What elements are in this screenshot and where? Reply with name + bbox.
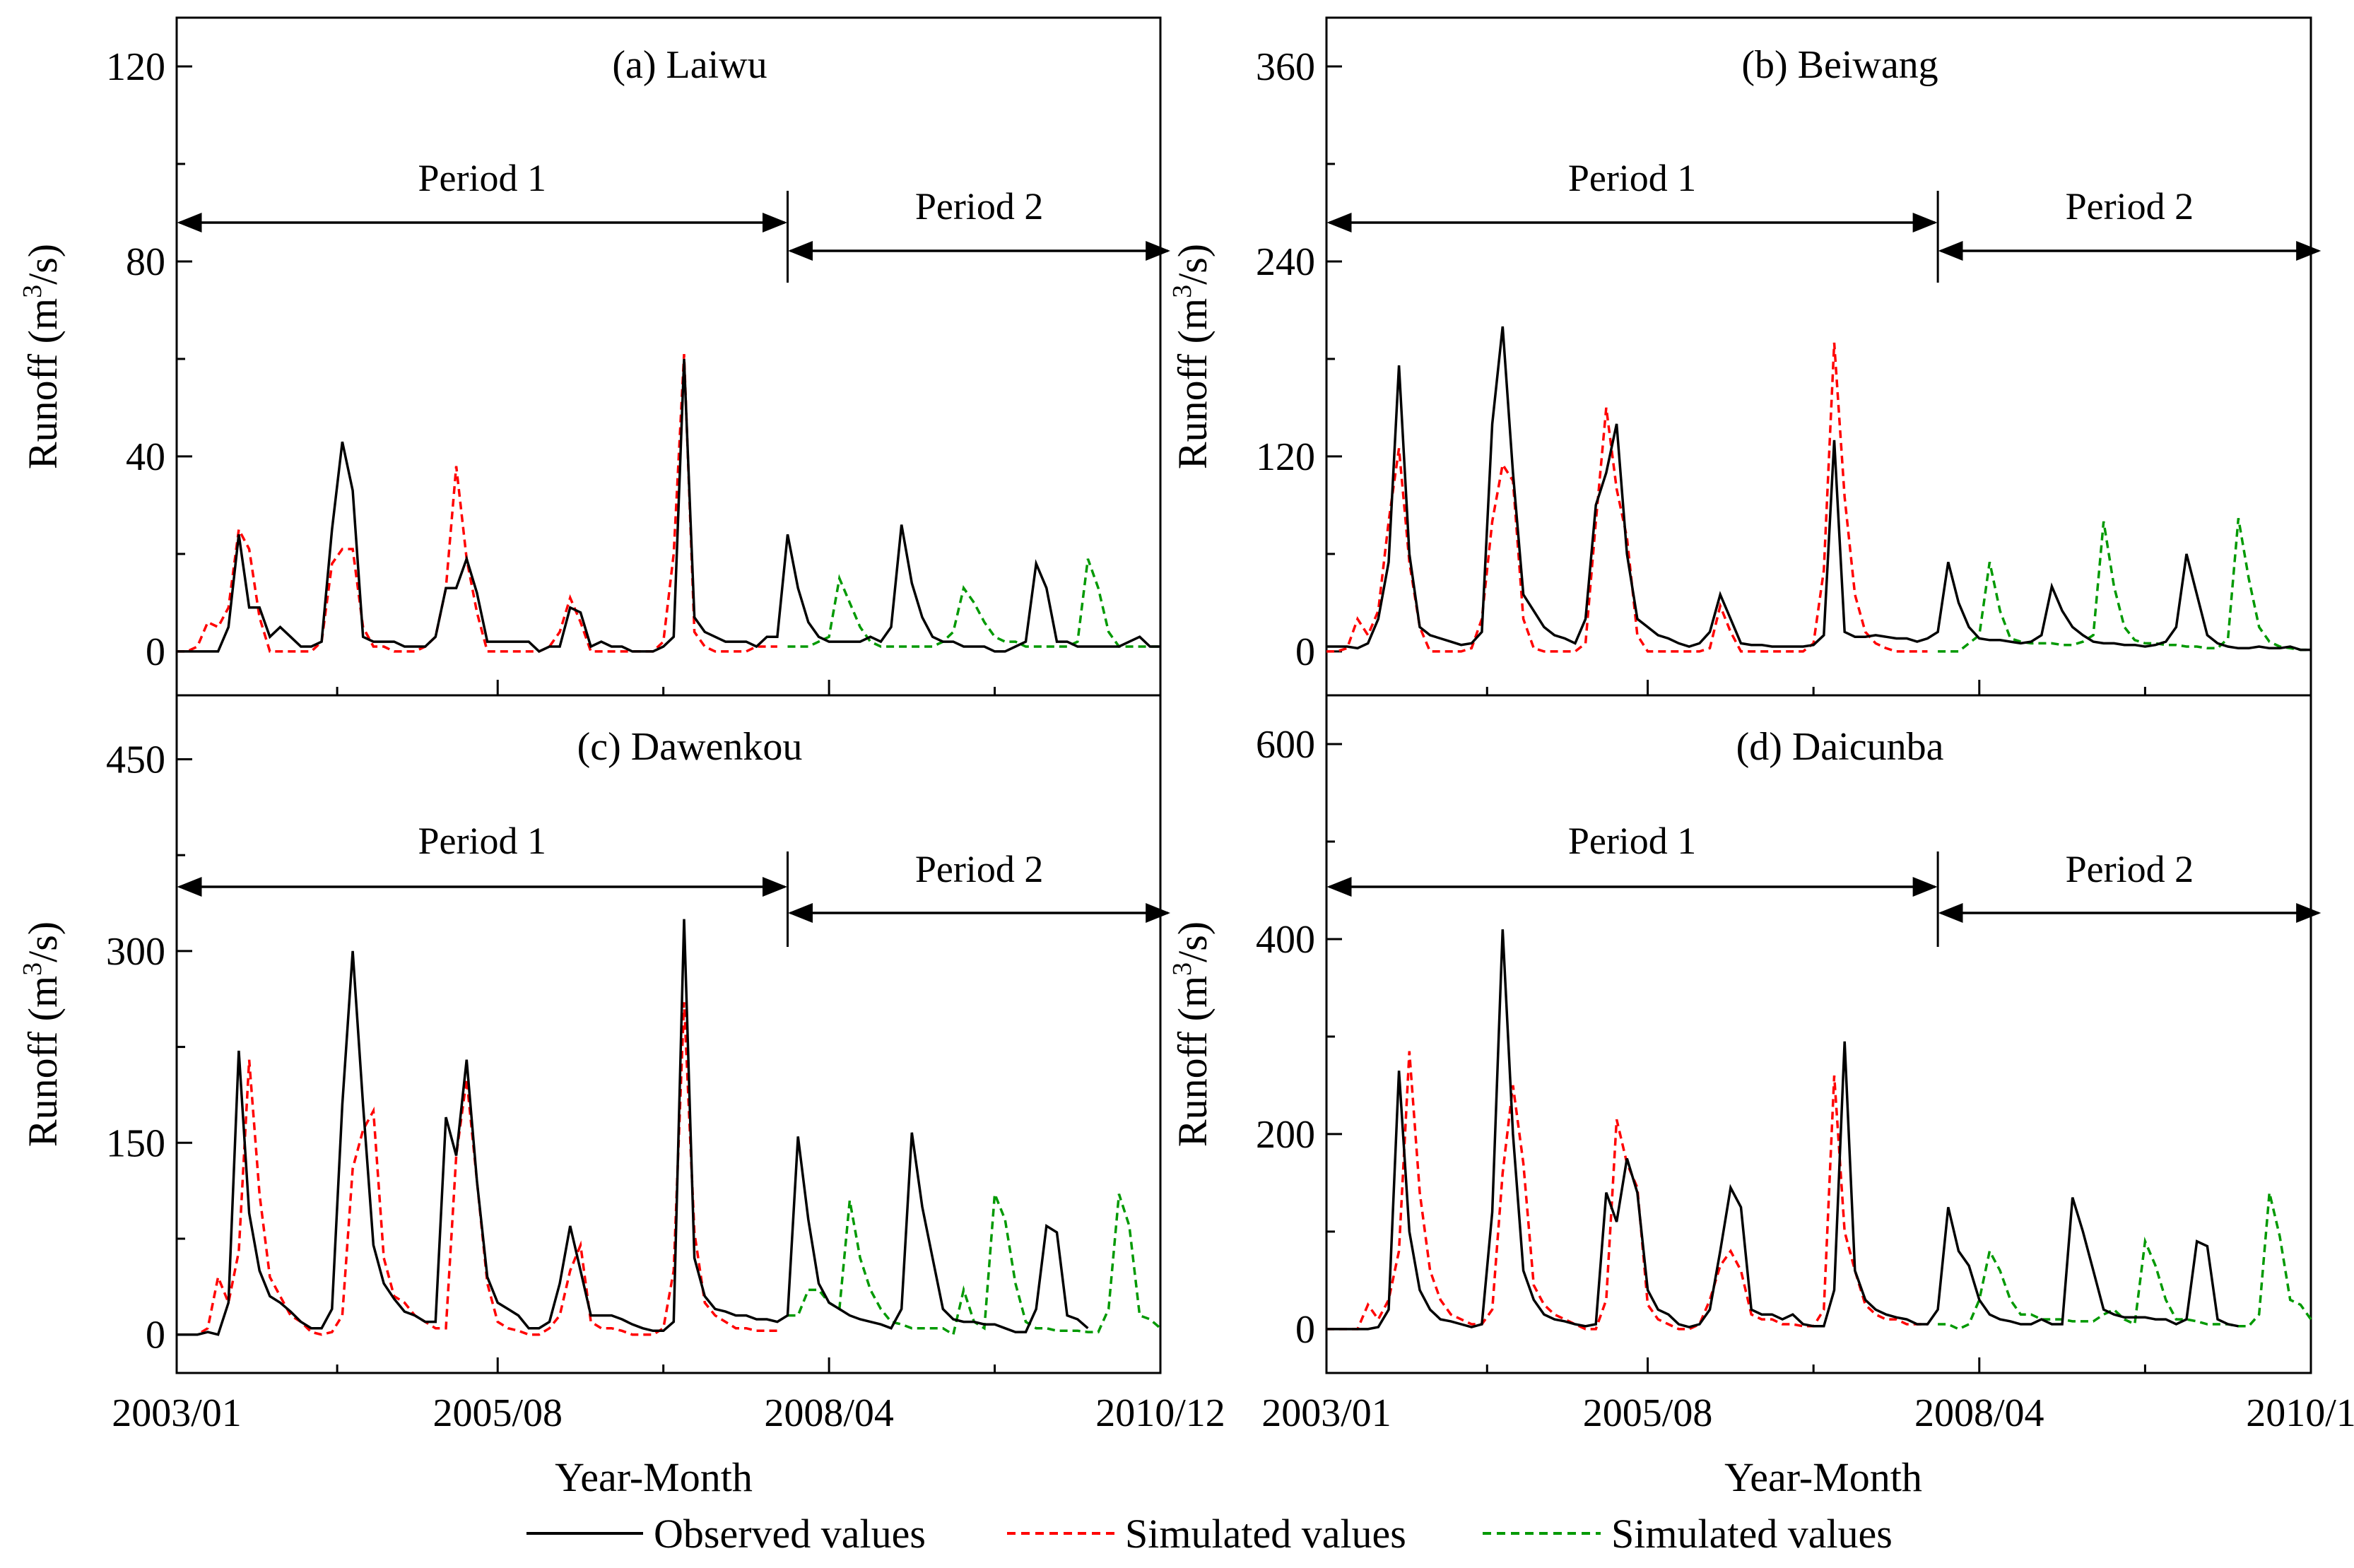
y-tick-label: 200	[1256, 1113, 1315, 1157]
panel-3: 0 150 300 450 2003/01 2005/08 2008/04 2010/12 (c…	[18, 694, 1225, 1435]
y-tick-label: 240	[1256, 240, 1315, 284]
panel-4: 0 200 400 600 2003/01 2005/08 2008/04 2010/12 (d…	[1167, 694, 2354, 1435]
chart-panels: 0 40 80 120 (a) Laiwu Runoff (m3/s) Period 1 Pe…	[18, 16, 2354, 1435]
simulated-series-period-1	[177, 354, 777, 653]
y-axis-title: Runoff (m3/s)	[1167, 921, 1216, 1147]
y-tick-label: 600	[1256, 723, 1315, 767]
period-2-label: Period 2	[2066, 185, 2194, 228]
period-1-label: Period 1	[418, 157, 547, 199]
observed-series	[177, 358, 1160, 653]
plot-frame	[1325, 16, 2312, 697]
x-tick-label: 2010/12	[2246, 1391, 2354, 1435]
plot-frame	[175, 694, 1162, 1374]
y-tick-label: 360	[1256, 45, 1315, 89]
simulated-series-period-2	[1938, 1192, 2312, 1331]
period-2-label: Period 2	[915, 185, 1044, 228]
panel-title: (c) Dawenkou	[577, 725, 803, 769]
y-tick-label: 150	[106, 1121, 165, 1165]
x-tick-label: 2003/01	[1261, 1391, 1391, 1435]
x-tick-label: 2010/12	[1095, 1391, 1225, 1435]
y-tick-label: 450	[106, 738, 165, 782]
legend-sim1-label: Simulated values	[1125, 1511, 1406, 1557]
observed-series	[1326, 929, 2239, 1331]
y-tick-label: 0	[146, 1314, 165, 1357]
y-tick-label: 0	[1295, 1308, 1315, 1352]
y-tick-label: 120	[1256, 435, 1315, 479]
period-2-label: Period 2	[915, 848, 1044, 890]
x-tick-label: 2005/08	[432, 1391, 563, 1435]
panel-title: (b) Beiwang	[1741, 43, 1938, 87]
x-tick-label: 2008/04	[1914, 1391, 2044, 1435]
panel-1: 0 40 80 120 (a) Laiwu Runoff (m3/s) Period 1 Pe…	[18, 16, 1171, 697]
x-axis-title-right: Year-Month	[1724, 1454, 1922, 1500]
y-tick-label: 80	[126, 240, 165, 284]
observed-series	[177, 919, 1089, 1336]
legend-sim2-label: Simulated values	[1611, 1511, 1893, 1557]
y-tick-label: 0	[146, 630, 165, 674]
x-tick-label: 2005/08	[1583, 1391, 1713, 1435]
y-tick-label: 400	[1256, 918, 1315, 962]
period-1-label: Period 1	[1568, 820, 1697, 862]
y-tick-label: 120	[106, 45, 165, 89]
simulated-series-period-2	[1938, 518, 2311, 653]
y-axis-title: Runoff (m3/s)	[18, 921, 66, 1147]
period-1-label: Period 1	[418, 820, 547, 862]
x-axis-title-left: Year-Month	[555, 1454, 753, 1500]
legend: Observed values Simulated values Simulat…	[526, 1511, 1893, 1557]
x-tick-label: 2003/01	[112, 1391, 242, 1435]
x-tick-label: 2008/04	[764, 1391, 894, 1435]
panel-2: 0 120 240 360 (b) Beiwang Runoff (m3/s) Period…	[1167, 16, 2321, 697]
y-tick-label: 0	[1295, 630, 1315, 674]
y-axis-title: Runoff (m3/s)	[1167, 244, 1216, 469]
panel-title: (a) Laiwu	[612, 43, 767, 87]
legend-observed-label: Observed values	[654, 1511, 926, 1557]
y-axis-title: Runoff (m3/s)	[18, 244, 66, 469]
period-2-label: Period 2	[2066, 848, 2194, 890]
simulated-series-period-2	[787, 558, 1160, 648]
plot-frame	[1325, 694, 2312, 1374]
simulated-series-period-1	[1326, 342, 1928, 653]
simulated-series-period-2	[787, 1193, 1162, 1337]
observed-series	[1326, 326, 2311, 652]
y-tick-label: 40	[126, 435, 165, 479]
period-1-label: Period 1	[1568, 157, 1697, 199]
panel-title: (d) Daicunba	[1736, 725, 1944, 769]
y-tick-label: 300	[106, 930, 165, 974]
